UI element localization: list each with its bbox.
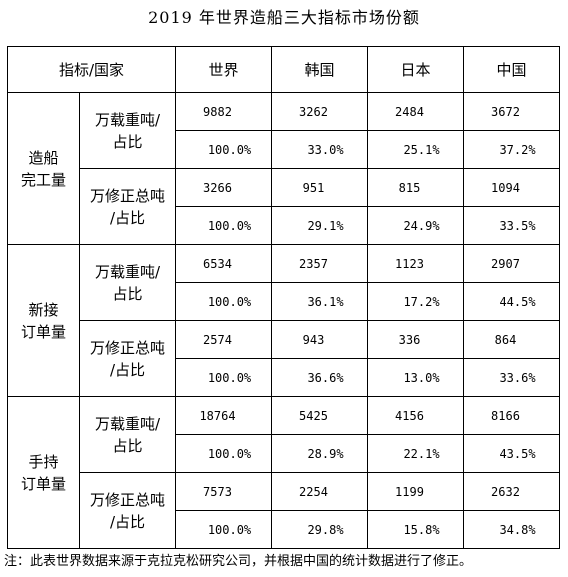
share-cell: 28.9% xyxy=(271,434,368,473)
metric-label-dwt: 万载重吨/ 占比 xyxy=(79,244,176,321)
share-cell: 37.2% xyxy=(463,130,560,169)
metric-label-line: 万载重吨/ xyxy=(94,262,161,281)
share-cell: 100.0% xyxy=(175,510,272,549)
share-cell: 44.5% xyxy=(463,282,560,321)
table-row: 100.0% 33.0% 25.1% 37.2% xyxy=(8,130,560,169)
group-label-completions: 造船 完工量 xyxy=(7,92,80,245)
value-cell: 3262 xyxy=(271,92,368,131)
table-row: 万修正总吨 /占比 7573 2254 1199 2632 xyxy=(8,472,560,549)
metric-label-line: 万载重吨/ xyxy=(94,110,161,129)
value-cell: 1094 xyxy=(463,168,560,207)
group-label-line: 完工量 xyxy=(20,170,66,189)
share-cell: 15.8% xyxy=(367,510,464,549)
footnote: 注：此表世界数据来源于克拉克松研究公司，并根据中国的统计数据进行了修正。 xyxy=(4,554,473,569)
table-row: 造船 完工量 万载重吨/ 占比 9882 3262 2484 3672 xyxy=(7,92,560,245)
value-cell: 3672 xyxy=(463,92,560,131)
value-cell: 951 xyxy=(271,168,368,207)
metric-label-line: 万修正总吨 xyxy=(89,490,165,509)
value-cell: 5425 xyxy=(271,396,368,435)
table-row: 新接 订单量 万载重吨/ 占比 6534 2357 1123 2907 xyxy=(7,244,560,397)
metric-label-line: 万修正总吨 xyxy=(89,338,165,357)
share-cell: 43.5% xyxy=(463,434,560,473)
share-cell: 100.0% xyxy=(175,130,272,169)
column-header-korea: 韩国 xyxy=(271,46,368,93)
column-header-china: 中国 xyxy=(463,46,560,93)
metric-label-line: 占比 xyxy=(112,132,143,151)
value-cell: 2484 xyxy=(367,92,464,131)
value-cell: 336 xyxy=(367,320,464,359)
table-row: 100.0% 36.1% 17.2% 44.5% xyxy=(8,282,560,321)
value-cell: 943 xyxy=(271,320,368,359)
table-row: 100.0% 29.8% 15.8% 34.8% xyxy=(8,510,560,549)
group-label-line: 造船 xyxy=(28,148,59,167)
table-row: 100.0% 28.9% 22.1% 43.5% xyxy=(8,434,560,473)
share-cell: 29.1% xyxy=(271,206,368,245)
metric-label-dwt: 万载重吨/ 占比 xyxy=(79,396,176,473)
value-cell: 4156 xyxy=(367,396,464,435)
value-cell: 1199 xyxy=(367,472,464,511)
metric-label-cgt: 万修正总吨 /占比 xyxy=(79,472,176,549)
table-row: 100.0% 29.1% 24.9% 33.5% xyxy=(8,206,560,245)
share-cell: 25.1% xyxy=(367,130,464,169)
table-row: 万修正总吨 /占比 2574 943 336 864 xyxy=(8,320,560,397)
share-cell: 100.0% xyxy=(175,358,272,397)
column-header-japan: 日本 xyxy=(367,46,464,93)
group-label-line: 订单量 xyxy=(20,474,66,493)
metric-label-cgt: 万修正总吨 /占比 xyxy=(79,320,176,397)
share-cell: 13.0% xyxy=(367,358,464,397)
value-cell: 2574 xyxy=(175,320,272,359)
share-cell: 22.1% xyxy=(367,434,464,473)
metric-label-line: 占比 xyxy=(112,436,143,455)
share-cell: 100.0% xyxy=(175,282,272,321)
table-row: 万修正总吨 /占比 3266 951 815 1094 xyxy=(8,168,560,245)
share-cell: 34.8% xyxy=(463,510,560,549)
market-share-table: 指标/国家 世界 韩国 日本 中国 造船 完工量 万载重吨/ 占比 9882 3… xyxy=(7,46,560,549)
group-label-line: 手持 xyxy=(28,452,59,471)
metric-label-dwt: 万载重吨/ 占比 xyxy=(79,92,176,169)
metric-label-line: /占比 xyxy=(109,360,146,379)
share-cell: 24.9% xyxy=(367,206,464,245)
column-header-world: 世界 xyxy=(175,46,272,93)
group-label-line: 订单量 xyxy=(20,322,66,341)
value-cell: 864 xyxy=(463,320,560,359)
share-cell: 17.2% xyxy=(367,282,464,321)
value-cell: 6534 xyxy=(175,244,272,283)
share-cell: 33.0% xyxy=(271,130,368,169)
group-label-orderbook: 手持 订单量 xyxy=(7,396,80,549)
value-cell: 8166 xyxy=(463,396,560,435)
value-cell: 815 xyxy=(367,168,464,207)
value-cell: 2254 xyxy=(271,472,368,511)
share-cell: 29.8% xyxy=(271,510,368,549)
value-cell: 3266 xyxy=(175,168,272,207)
share-cell: 36.1% xyxy=(271,282,368,321)
share-cell: 33.5% xyxy=(463,206,560,245)
value-cell: 2907 xyxy=(463,244,560,283)
value-cell: 2632 xyxy=(463,472,560,511)
corner-header: 指标/国家 xyxy=(7,46,176,93)
share-cell: 100.0% xyxy=(175,434,272,473)
metric-label-line: 万修正总吨 xyxy=(89,186,165,205)
share-cell: 36.6% xyxy=(271,358,368,397)
value-cell: 2357 xyxy=(271,244,368,283)
value-cell: 9882 xyxy=(175,92,272,131)
metric-label-line: 占比 xyxy=(112,284,143,303)
table-row: 100.0% 36.6% 13.0% 33.6% xyxy=(8,358,560,397)
table-row: 手持 订单量 万载重吨/ 占比 18764 5425 4156 8166 xyxy=(7,396,560,549)
group-label-new-orders: 新接 订单量 xyxy=(7,244,80,397)
value-cell: 1123 xyxy=(367,244,464,283)
group-label-line: 新接 xyxy=(28,300,59,319)
share-cell: 33.6% xyxy=(463,358,560,397)
metric-label-line: 万载重吨/ xyxy=(94,414,161,433)
table-title: 2019 年世界造船三大指标市场份额 xyxy=(148,8,420,27)
value-cell: 18764 xyxy=(175,396,272,435)
metric-label-line: /占比 xyxy=(109,512,146,531)
header-row: 指标/国家 世界 韩国 日本 中国 xyxy=(7,46,560,93)
value-cell: 7573 xyxy=(175,472,272,511)
metric-label-cgt: 万修正总吨 /占比 xyxy=(79,168,176,245)
share-cell: 100.0% xyxy=(175,206,272,245)
metric-label-line: /占比 xyxy=(109,208,146,227)
